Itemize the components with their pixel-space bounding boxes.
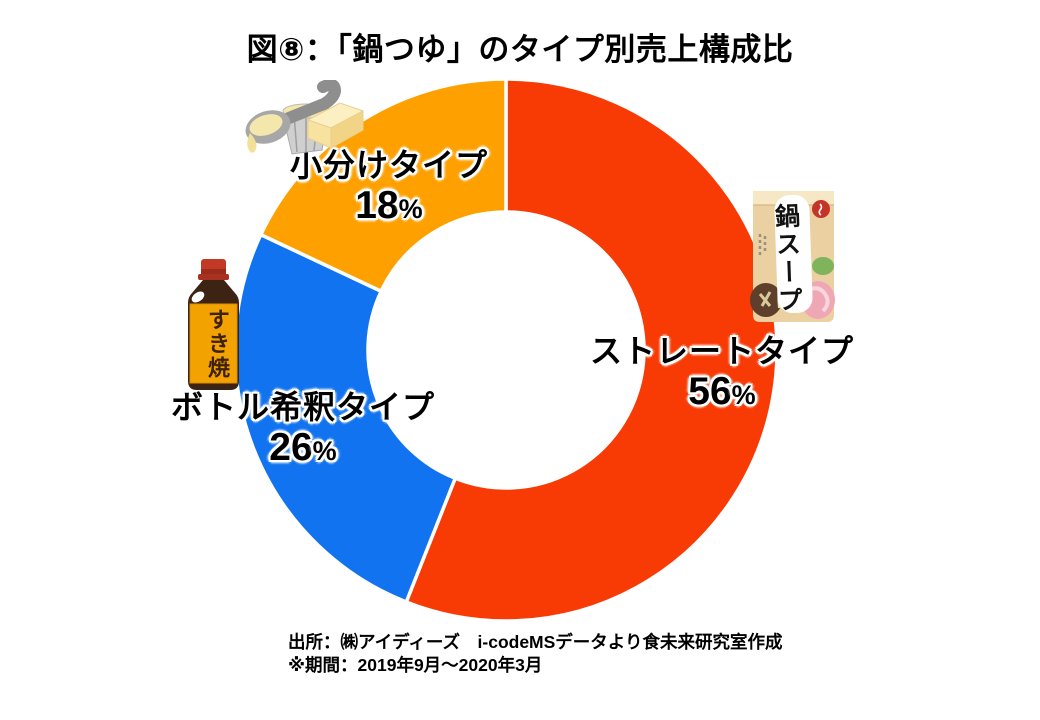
segment-percent: 26% xyxy=(269,426,337,469)
badge-glyph xyxy=(818,203,823,216)
period-line: ※期間：2019年9月～2020年3月 xyxy=(288,655,543,675)
label-bottle-dilute-type: ボトル希釈タイプ 26% xyxy=(171,389,435,470)
donut-segment-bottle-dilute xyxy=(233,232,458,605)
bottle-cap-flange xyxy=(198,274,229,280)
label-portioned-type: 小分けタイプ 18% xyxy=(290,147,488,228)
meat-swirl xyxy=(807,286,830,313)
donut-segment-straight xyxy=(403,77,779,623)
pouch-banner xyxy=(774,194,813,314)
block-side xyxy=(330,110,364,149)
segment-name: 小分けタイプ xyxy=(289,147,489,183)
segment-percent: 18% xyxy=(355,184,423,227)
soup-pouch-label: 鍋スープ xyxy=(771,202,803,316)
sukiyaki-bottle-label: すき焼 xyxy=(205,308,230,380)
shiitake-cut xyxy=(758,291,772,307)
small-print-marks xyxy=(758,234,767,258)
source-line: 出所：㈱アイディーズ i-codeMSデータより食未来研究室作成 xyxy=(288,632,783,652)
donut-segment-portioned xyxy=(258,77,508,294)
bottle-cap-band xyxy=(201,269,226,274)
segment-name: ストレートタイプ xyxy=(589,333,855,369)
pour-drip xyxy=(247,133,257,153)
donut-chart xyxy=(233,77,779,623)
ladle-cup-block-illustration xyxy=(245,80,365,155)
footer: 出所：㈱アイディーズ i-codeMSデータより食未来研究室作成 ※期間：201… xyxy=(288,631,782,677)
soup-pouch-illustration xyxy=(750,191,835,322)
greens-illustration xyxy=(812,257,834,275)
label-straight-type: ストレートタイプ 56% xyxy=(590,333,854,414)
chart-title: 図⑧：「鍋つゆ」のタイプ別売上構成比 xyxy=(246,32,794,67)
ladle-handle xyxy=(283,80,342,124)
sukiyaki-bottle-illustration xyxy=(188,259,239,390)
segment-percent: 56% xyxy=(688,370,756,413)
segment-name: ボトル希釈タイプ xyxy=(170,389,436,425)
bottle-highlight xyxy=(191,291,205,303)
bottle-label xyxy=(189,303,238,384)
ladle-contents xyxy=(249,114,283,136)
